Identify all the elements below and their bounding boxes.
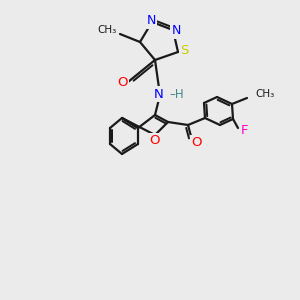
Text: O: O xyxy=(118,76,128,88)
Text: F: F xyxy=(241,124,249,137)
Text: CH₃: CH₃ xyxy=(255,89,274,99)
Text: N: N xyxy=(146,14,156,28)
Text: N: N xyxy=(154,88,164,100)
Text: –H: –H xyxy=(169,88,184,100)
Text: CH₃: CH₃ xyxy=(98,25,117,35)
Text: N: N xyxy=(171,25,181,38)
Text: O: O xyxy=(191,136,201,149)
Text: O: O xyxy=(149,134,159,148)
Text: S: S xyxy=(180,44,188,58)
